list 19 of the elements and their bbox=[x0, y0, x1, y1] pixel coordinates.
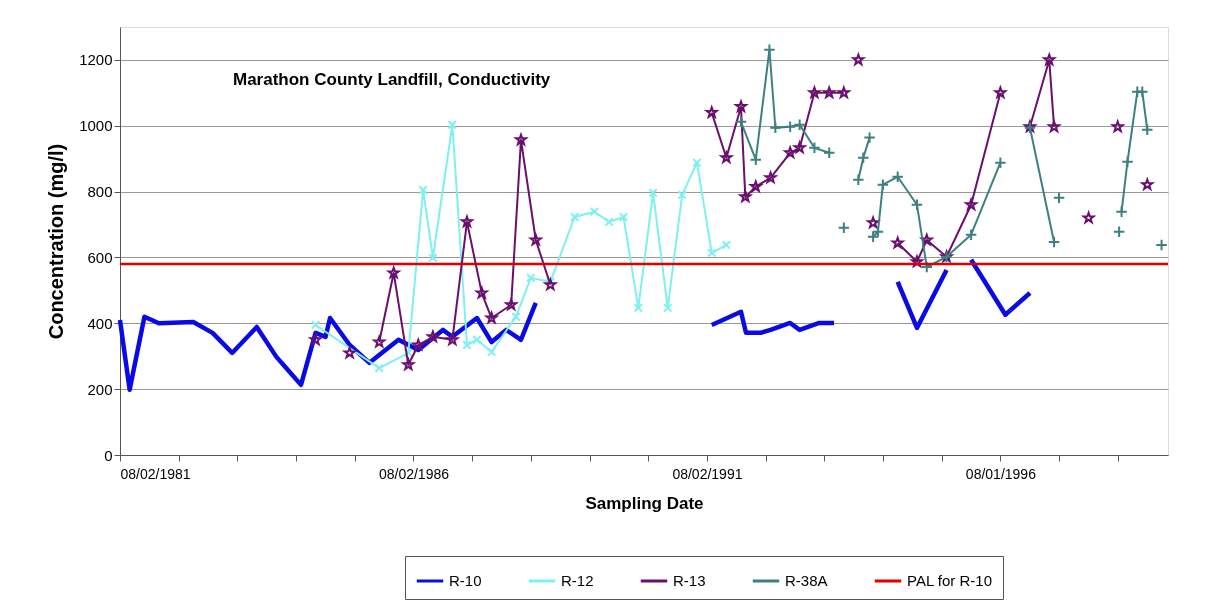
y-tick-label: 200 bbox=[87, 380, 113, 398]
legend-label: R-12 bbox=[561, 572, 594, 589]
y-tick-label: 400 bbox=[87, 314, 113, 332]
x-axis-title: Sampling Date bbox=[585, 493, 704, 513]
x-tick-label: 08/01/1996 bbox=[965, 465, 1037, 482]
y-tick-label: 1000 bbox=[79, 117, 113, 135]
x-tick-label: 08/02/1981 bbox=[120, 465, 191, 482]
x-tick-label: 08/02/1991 bbox=[672, 465, 743, 482]
x-tick-label: 08/02/1986 bbox=[378, 465, 450, 482]
legend-label: R-38A bbox=[785, 572, 828, 589]
y-tick-label: 0 bbox=[104, 446, 113, 464]
legend-label: R-13 bbox=[673, 572, 706, 589]
y-tick-label: 1200 bbox=[79, 51, 113, 69]
text: Marathon County Landfill, Conductivity bbox=[233, 70, 551, 89]
y-tick-label: 600 bbox=[87, 248, 113, 266]
legend-label: R-10 bbox=[449, 572, 482, 589]
y-tick-label: 800 bbox=[87, 183, 113, 201]
y-axis-title: Concentration (mg/l) bbox=[45, 143, 68, 340]
legend-label: PAL for R-10 bbox=[907, 572, 993, 589]
